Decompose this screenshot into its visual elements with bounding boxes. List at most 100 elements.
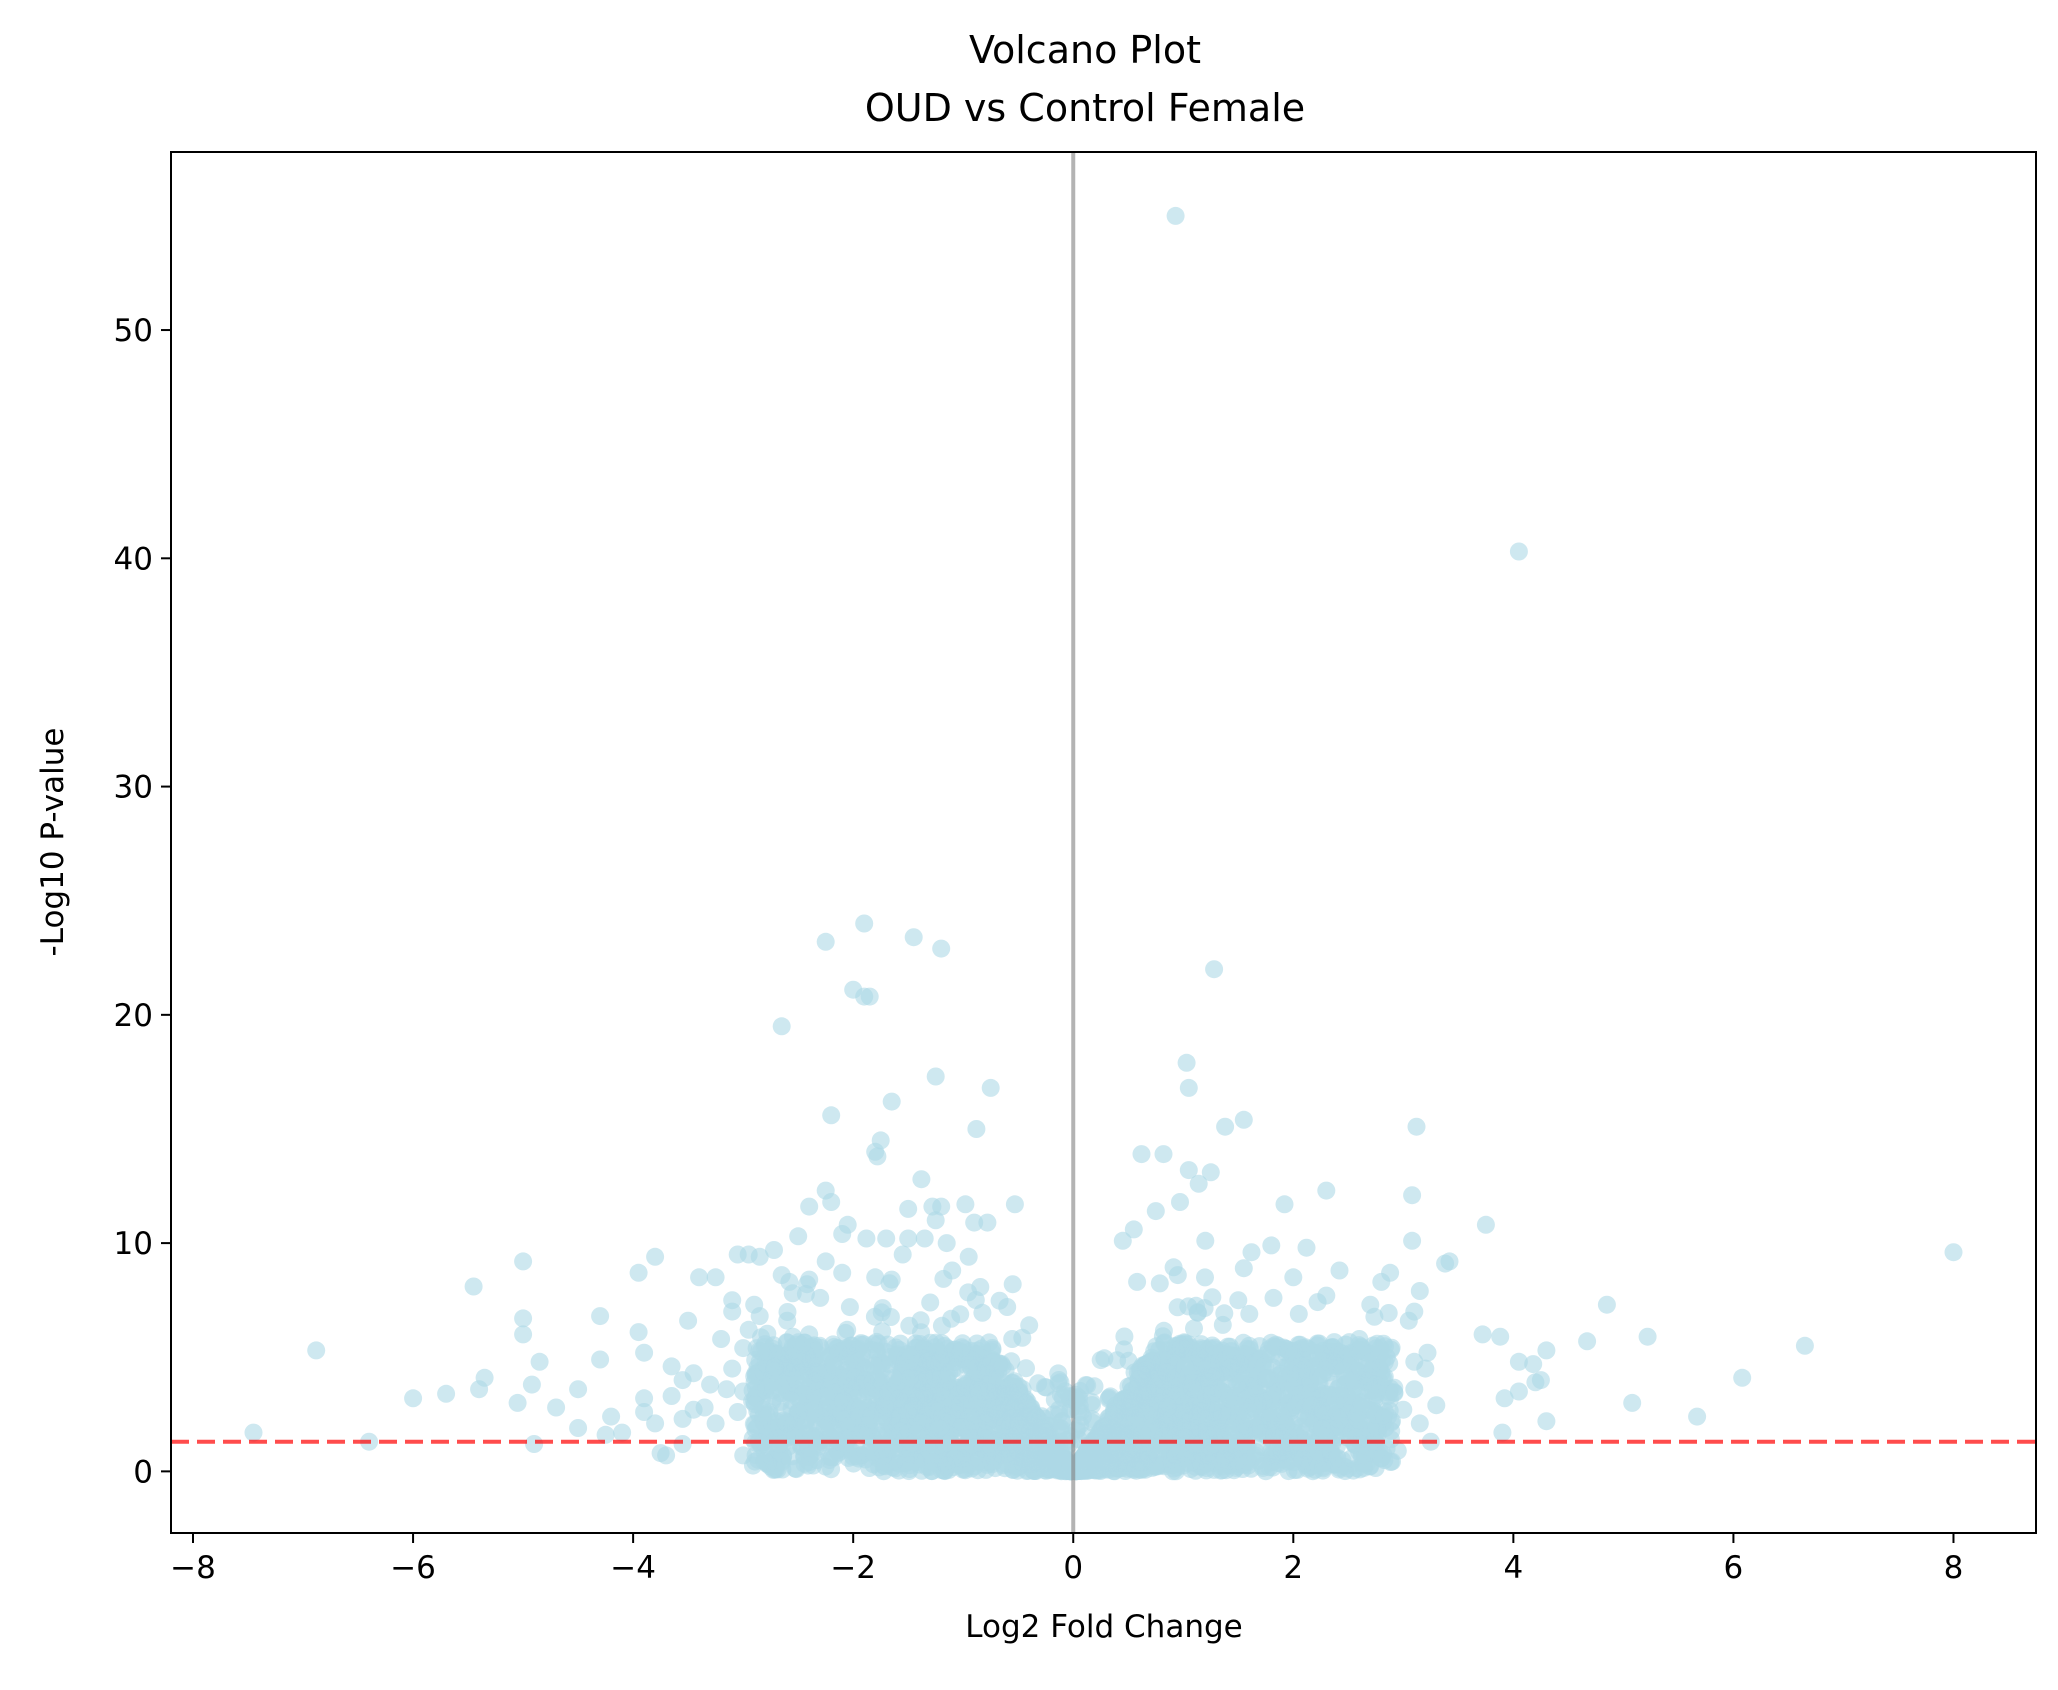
scatter-point <box>1262 1333 1281 1352</box>
scatter-point <box>968 1363 987 1382</box>
scatter-point <box>1151 1369 1170 1388</box>
scatter-point <box>1032 1407 1051 1426</box>
scatter-point <box>1944 1243 1963 1262</box>
scatter-point <box>1029 1374 1048 1393</box>
scatter-point <box>1416 1359 1435 1378</box>
scatter-point <box>1274 1412 1293 1431</box>
scatter-point <box>1115 1327 1134 1346</box>
scatter-point <box>960 1429 979 1448</box>
scatter-point <box>1537 1412 1556 1431</box>
scatter-point <box>786 1459 805 1478</box>
scatter-point <box>959 1247 978 1266</box>
scatter-point <box>1410 1414 1429 1433</box>
scatter-point <box>1045 1390 1064 1409</box>
scatter-point <box>1493 1423 1512 1442</box>
scatter-point <box>1339 1371 1358 1390</box>
scatter-point <box>1150 1274 1169 1293</box>
scatter-point <box>809 1345 828 1364</box>
scatter-point <box>1168 1441 1187 1460</box>
scatter-point <box>734 1446 753 1465</box>
y-tick-label: 0 <box>133 1454 153 1490</box>
scatter-point <box>1403 1186 1422 1205</box>
scatter-point <box>893 1245 912 1264</box>
scatter-point <box>1254 1391 1273 1410</box>
scatter-point <box>629 1263 648 1282</box>
scatter-point <box>1597 1295 1616 1314</box>
scatter-point <box>752 1342 771 1361</box>
scatter-point <box>464 1277 483 1296</box>
scatter-point <box>1308 1334 1327 1353</box>
scatter-point <box>750 1247 769 1266</box>
scatter-point <box>706 1268 725 1287</box>
scatter-point <box>877 1229 896 1248</box>
scatter-point <box>1350 1330 1369 1348</box>
scatter-point <box>978 1213 997 1232</box>
scatter-point <box>1308 1442 1327 1461</box>
scatter-point <box>978 1411 997 1430</box>
scatter-point <box>690 1268 709 1287</box>
y-axis-ticks: 0 10 20 30 40 50 <box>114 313 171 1490</box>
scatter-point <box>522 1375 541 1394</box>
scatter-point <box>840 1298 859 1317</box>
scatter-point <box>1328 1404 1347 1423</box>
scatter-point <box>932 1197 951 1216</box>
scatter-point <box>926 1353 945 1372</box>
y-tick-label: 30 <box>114 770 153 806</box>
scatter-point <box>701 1375 720 1394</box>
scatter-point <box>1361 1295 1380 1314</box>
scatter-point <box>765 1241 783 1259</box>
scatter-point <box>1205 960 1224 979</box>
x-tick-label: 6 <box>1724 1550 1744 1586</box>
scatter-point <box>679 1311 698 1330</box>
scatter-point <box>1302 1387 1321 1406</box>
scatter-point <box>723 1359 742 1378</box>
scatter-point <box>907 1424 926 1443</box>
scatter-point <box>673 1435 692 1453</box>
scatter-point <box>800 1197 819 1216</box>
scatter-point <box>1495 1389 1514 1408</box>
scatter-point <box>1188 1303 1207 1322</box>
x-tick-label: 4 <box>1503 1550 1523 1586</box>
scatter-point <box>822 1193 841 1211</box>
scatter-point <box>1168 1298 1187 1317</box>
scatter-point <box>508 1393 527 1412</box>
scatter-point <box>629 1323 648 1342</box>
scatter-point <box>800 1325 819 1344</box>
scatter-point <box>912 1170 931 1189</box>
scatter-point <box>1537 1341 1556 1360</box>
scatter-point <box>1795 1336 1814 1355</box>
scatter-point <box>1124 1220 1143 1239</box>
scatter-point <box>602 1407 621 1426</box>
scatter-point <box>971 1278 990 1296</box>
scatter-point <box>1330 1261 1349 1280</box>
scatter-point <box>1297 1359 1316 1378</box>
scatter-point <box>706 1414 725 1433</box>
scatter-point <box>783 1284 802 1303</box>
scatter-point <box>404 1389 423 1408</box>
scatter-point <box>904 928 923 947</box>
scatter-point <box>1275 1195 1294 1214</box>
scatter-point <box>591 1350 610 1369</box>
scatter-point <box>899 1199 918 1218</box>
scatter-point <box>1361 1423 1380 1442</box>
scatter-point <box>1113 1231 1132 1250</box>
scatter-point <box>1004 1374 1023 1392</box>
scatter-point <box>1236 1390 1255 1409</box>
scatter-point <box>1196 1268 1214 1287</box>
x-tick-label: 2 <box>1283 1550 1303 1586</box>
scatter-point <box>723 1302 742 1321</box>
scatter-point <box>932 1370 951 1389</box>
scatter-point <box>755 1452 774 1471</box>
scatter-point <box>1427 1396 1446 1415</box>
scatter-point <box>1388 1441 1407 1460</box>
scatter-point <box>1143 1410 1162 1429</box>
scatter-point <box>1132 1145 1151 1164</box>
scatter-point <box>1234 1110 1253 1129</box>
scatter-point <box>870 1398 888 1417</box>
scatter-point <box>1377 1348 1396 1367</box>
scatter-point <box>941 1390 960 1409</box>
scatter-point <box>772 1017 791 1036</box>
scatter-point <box>900 1316 919 1335</box>
scatter-point <box>635 1403 654 1421</box>
